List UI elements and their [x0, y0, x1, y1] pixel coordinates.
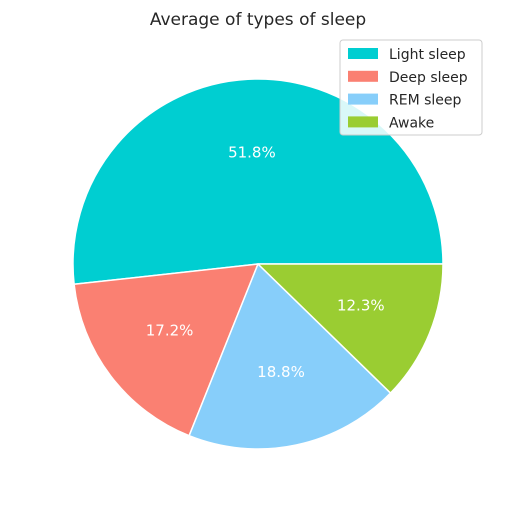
legend-swatch-deep-sleep — [348, 70, 378, 82]
legend-label-rem-sleep: REM sleep — [389, 93, 462, 109]
pie-slice-rem-sleep — [188, 263, 392, 450]
legend-swatch-light-sleep — [348, 48, 378, 59]
legend: Light sleep Deep sleep REM sleep Awake — [339, 39, 483, 136]
legend-frame — [339, 39, 483, 136]
legend-swatch-rem-sleep — [348, 93, 378, 105]
legend-swatch-awake — [348, 116, 378, 128]
pie-slice-labels: 51.8% 17.2% 18.8% 12.3% — [146, 144, 385, 381]
slice-label-awake: 12.3% — [337, 296, 385, 314]
legend-label-deep-sleep: Deep sleep — [389, 70, 468, 86]
legend-label-light-sleep: Light sleep — [389, 47, 466, 63]
legend-label-awake: Awake — [389, 115, 434, 131]
slice-label-rem-sleep: 18.8% — [257, 363, 305, 381]
pie-slice-deep-sleep — [73, 263, 259, 437]
slice-label-deep-sleep: 17.2% — [146, 322, 194, 340]
pie-slice-awake — [257, 263, 444, 394]
chart-title: Average of types of sleep — [150, 10, 366, 30]
slice-label-light-sleep: 51.8% — [228, 144, 276, 162]
